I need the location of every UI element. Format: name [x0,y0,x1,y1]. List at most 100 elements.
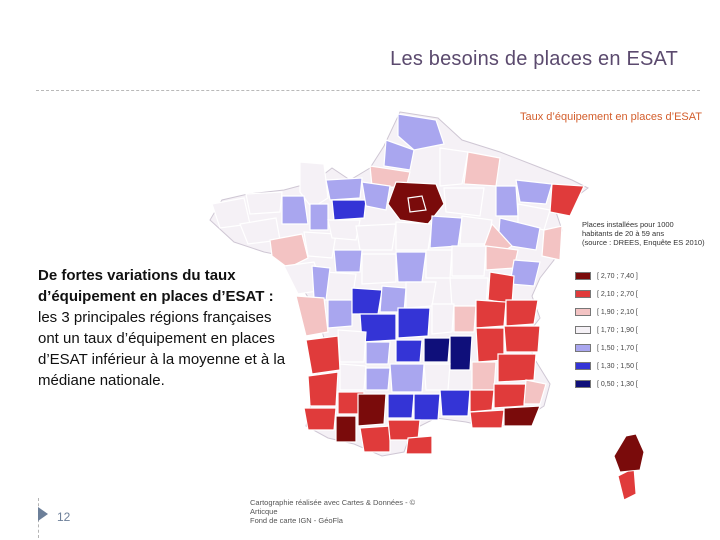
legend-swatch [575,308,591,316]
dept-alpes-maritimes [523,379,547,405]
map-credit: Cartographie réalisée avec Cartes & Donn… [250,498,416,525]
dept-haute-savoie [505,299,539,327]
dept-savoie [503,325,541,353]
page-number-box: 12 [38,498,87,538]
dept-paris-core [407,195,427,213]
legend-title: Places installées pour 1000 habitants de… [582,220,705,247]
dept-alpes-hp [493,383,527,409]
dept-hautes-pyrenees [335,415,357,443]
dept-herault [413,393,441,421]
title-divider [36,90,700,91]
slide-title: Les besoins de places en ESAT [390,48,678,70]
dept-loire [431,303,455,335]
dept-hautes-alpes [497,353,537,383]
legend-item: [ 1,30 ; 1,50 [ [575,361,638,371]
legend-label: [ 2,10 ; 2,70 [ [597,290,638,298]
legend-item: [ 0,50 ; 1,30 [ [575,379,638,389]
map-svg [209,111,645,500]
dept-jura [487,271,515,305]
dept-pyrenees-orientales [405,435,433,455]
legend-item: [ 1,70 ; 1,90 [ [575,325,638,335]
dept-yonne [429,215,463,249]
legend-swatch [575,290,591,298]
dept-vaucluse [469,389,495,413]
dept-sarthe [327,219,361,241]
corse-du-sud [617,467,637,500]
dept-gard [439,389,471,417]
dept-ain [475,299,507,329]
dept-meuse [495,185,519,217]
dept-bouches-du-rhone [469,409,505,429]
dept-ariege [359,425,391,453]
page-arrow-icon [38,507,48,521]
legend-swatch [575,344,591,352]
dept-marne [443,187,485,217]
legend-label: [ 1,30 ; 1,50 [ [597,362,638,370]
dept-eure [361,181,391,211]
legend-label: [ 2,70 ; 7,40 ] [597,272,638,280]
legend-item: [ 2,70 ; 7,40 ] [575,271,638,281]
dept-rhone [453,305,477,333]
body-text: De fortes variations du taux d’équipemen… [38,265,288,391]
dept-drome [471,361,497,391]
dept-moselle [515,179,553,205]
legend-item: [ 2,10 ; 2,70 [ [575,289,638,299]
dept-nievre [425,249,453,279]
legend-item: [ 1,90 ; 2,10 [ [575,307,638,317]
dept-tarn [387,393,415,419]
dept-deux-sevres [311,265,331,301]
dept-puy-de-dome [397,307,431,339]
dept-haute-loire [423,337,451,363]
dept-manche [299,161,329,209]
dept-tarn-et-garonne [365,367,391,391]
dept-pas-de-calais [383,139,415,171]
legend-item: [ 1,50 ; 1,70 [ [575,343,638,353]
page-number: 12 [57,510,71,524]
dept-dordogne [337,329,367,363]
dept-mayenne [309,203,329,231]
dept-aveyron [389,363,425,393]
legend-label: [ 1,90 ; 2,10 [ [597,308,638,316]
dept-cantal [395,339,423,363]
dept-ille-et-vilaine [281,195,309,225]
dept-loire-atlantique [269,233,309,269]
dept-lozere [423,363,451,391]
dept-bas-rhin [549,183,585,217]
dept-pyrenees-atlantiques [303,407,337,431]
france-choropleth-map [200,100,720,500]
dept-orne [331,199,367,221]
dept-haut-rhin [541,225,563,261]
dept-cote-dor [451,245,487,277]
dept-indre-et-loire [333,249,363,273]
legend-swatch [575,272,591,280]
dept-lot-et-garonne [339,363,367,391]
dept-cher [395,251,427,283]
dept-gironde [305,335,341,375]
dept-calvados [325,177,363,201]
legend-swatch [575,326,591,334]
body-rest: les 3 principales régions françaises ont… [38,309,286,389]
dept-aisne [439,147,469,187]
dept-lot [365,341,391,365]
dept-haute-garonne [357,393,387,427]
dept-indre [361,253,397,285]
dept-cotes-armor [245,191,283,215]
haute-corse [613,433,645,473]
dept-nord [397,113,445,151]
dept-loire-center [355,223,397,251]
body-lead: De fortes variations du taux d’équipemen… [38,267,274,305]
dept-doubs [509,259,541,287]
map-subtitle: Taux d’équipement en places d’ESAT [519,111,702,123]
dept-haute-vienne [351,287,383,315]
legend-label: [ 0,50 ; 1,30 [ [597,380,638,388]
dept-ardeche [449,335,473,371]
dept-loiret [395,221,433,251]
legend-label: [ 1,70 ; 1,90 [ [597,326,638,334]
legend-swatch [575,380,591,388]
dept-landes [307,371,339,407]
dept-var [503,405,541,427]
legend-swatch [575,362,591,370]
dept-ardennes [463,151,501,187]
dept-charente-maritime [295,295,329,337]
legend-label: [ 1,50 ; 1,70 [ [597,344,638,352]
